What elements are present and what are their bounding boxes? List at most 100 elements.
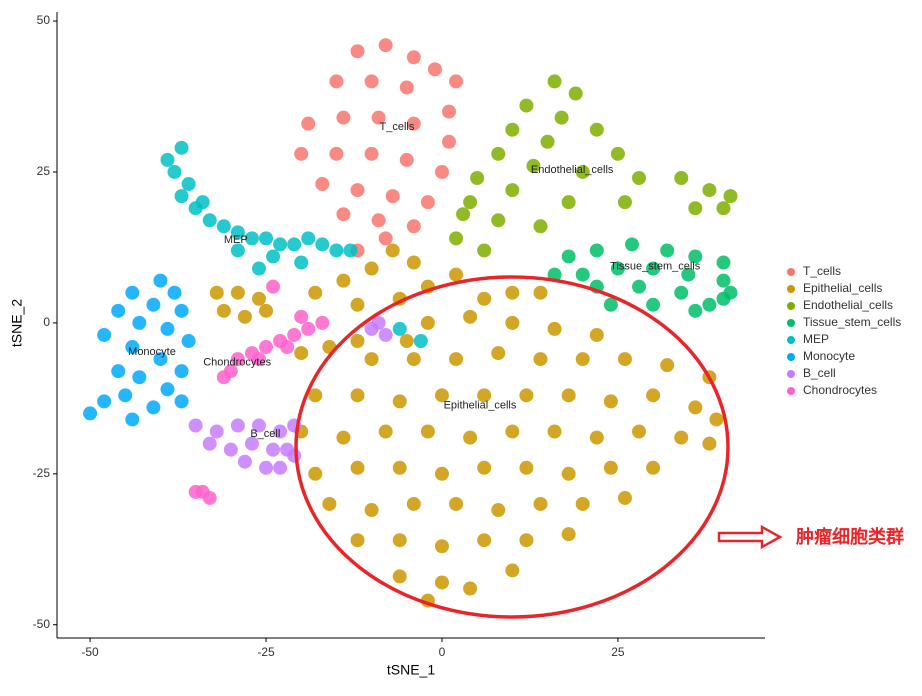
point [406,352,421,367]
point [244,231,259,246]
point [97,327,112,342]
point [336,110,351,125]
point [505,183,520,198]
legend-marker [787,370,795,378]
point [322,496,337,511]
point [174,189,189,204]
point [449,267,464,282]
point [477,460,492,475]
point [251,418,266,433]
point [526,158,541,173]
point [174,140,189,155]
point [632,279,647,294]
point [237,454,252,469]
point [632,171,647,186]
plot-area [83,38,738,608]
legend-label: Epithelial_cells [803,281,882,295]
point [294,346,309,361]
point [251,291,266,306]
point [660,358,675,373]
point [568,86,583,101]
point [259,231,274,246]
point [456,207,471,222]
point [329,74,344,89]
point [434,466,449,481]
point [364,352,379,367]
legend-marker [787,353,795,361]
legend-label: Monocyte [803,349,855,363]
point [259,303,274,318]
point [132,370,147,385]
point [491,213,506,228]
point [632,424,647,439]
point [674,171,689,186]
point [378,424,393,439]
cluster-label: Monocyte [128,346,176,358]
cluster-label: Chondrocytes [203,357,271,369]
point [266,279,281,294]
point [716,201,731,216]
point [315,237,330,252]
point [266,442,281,457]
point [336,207,351,222]
x-axis-label: tSNE_1 [387,662,435,678]
point [688,303,703,318]
point [294,309,309,324]
point [378,231,393,246]
point [364,503,379,518]
point [406,255,421,270]
point [315,177,330,192]
legend-label: MEP [803,332,829,346]
y-tick-label: 50 [37,13,51,27]
legend-marker [787,302,795,310]
point [329,243,344,258]
point [519,98,534,113]
point [301,321,316,336]
point [561,249,576,264]
callout-text: 肿瘤细胞类群 [796,526,904,547]
point [181,333,196,348]
point [646,297,661,312]
point [491,346,506,361]
legend-marker [787,336,795,344]
point [533,219,548,234]
cluster-label: B_cell [250,428,280,440]
point [688,201,703,216]
point [392,533,407,548]
point [202,490,217,505]
point [603,297,618,312]
point [547,424,562,439]
point [111,303,126,318]
point [392,394,407,409]
x-tick-label: 25 [611,645,625,659]
point [561,466,576,481]
point [505,424,520,439]
point [477,291,492,306]
point [392,321,407,336]
point [561,527,576,542]
point [399,152,414,167]
point [371,110,386,125]
y-tick-label: 25 [37,164,51,178]
point [406,116,421,131]
point [83,406,98,421]
point [153,273,168,288]
point [449,231,464,246]
point [259,460,274,475]
point [251,352,266,367]
point [294,146,309,161]
point [343,243,358,258]
point [617,490,632,505]
point [237,309,252,324]
highlight-ellipse [294,275,730,619]
point [364,321,379,336]
point [378,38,393,53]
point [364,74,379,89]
legend-marker [787,387,795,395]
point [167,164,182,179]
legend-marker [787,285,795,293]
point [589,430,604,445]
point [716,273,731,288]
point [533,352,548,367]
point [230,352,245,367]
